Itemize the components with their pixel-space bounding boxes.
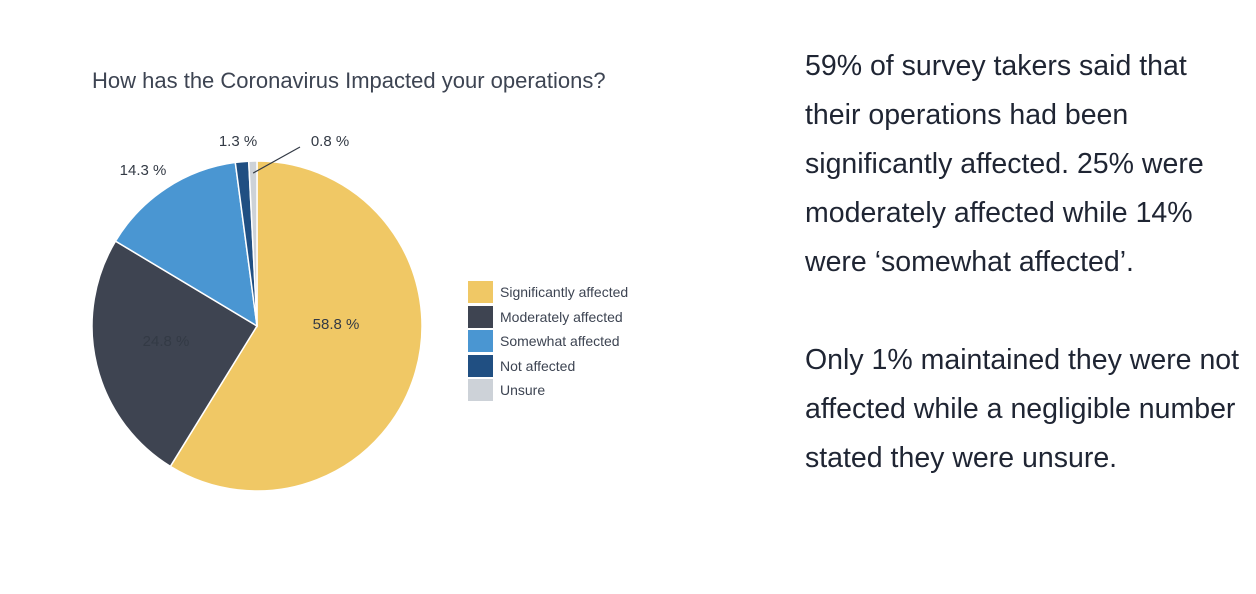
legend-item-not-affected: Not affected [468,354,628,379]
legend-label: Somewhat affected [500,333,620,350]
pie-slice-moderately-affected [91,240,259,468]
summary-paragraph-1: 59% of survey takers said that their ope… [805,50,1204,278]
slice-label-unsure: 0.8 % [311,133,349,150]
legend-label: Not affected [500,357,576,374]
legend-item-unsure: Unsure [468,378,628,403]
slice-label-moderately-affected: 24.8 % [143,333,190,350]
summary-text: 59% of survey takers said that their ope… [805,42,1245,483]
slice-label-not-affected: 1.3 % [219,133,257,150]
legend-item-moderately-affected: Moderately affected [468,305,628,330]
pie-slice-unsure [247,160,258,327]
legend-swatch [468,379,493,402]
summary-paragraph-2: Only 1% maintained they were not affecte… [805,344,1240,474]
pie-slice-somewhat-affected [114,161,258,328]
legend-swatch [468,281,493,304]
legend-swatch [468,330,493,353]
pie-slice-significantly-affected [169,160,423,492]
chart-panel: How has the Coronavirus Impacted your op… [91,68,628,492]
chart-legend: Significantly affected Moderately affecte… [468,280,628,403]
legend-swatch [468,305,493,328]
pie-chart: 58.8 % 24.8 % 14.3 % 1.3 % 0.8 % [91,133,423,492]
chart-title: How has the Coronavirus Impacted your op… [92,68,606,93]
slice-label-significantly-affected: 58.8 % [313,316,360,333]
slice-label-somewhat-affected: 14.3 % [120,162,167,179]
legend-label: Significantly affected [500,284,629,301]
legend-swatch [468,354,493,377]
legend-label: Moderately affected [500,308,623,325]
legend-item-somewhat-affected: Somewhat affected [468,329,628,354]
legend-item-significantly-affected: Significantly affected [468,280,628,305]
legend-label: Unsure [500,382,546,399]
leader-line-unsure [252,146,301,174]
